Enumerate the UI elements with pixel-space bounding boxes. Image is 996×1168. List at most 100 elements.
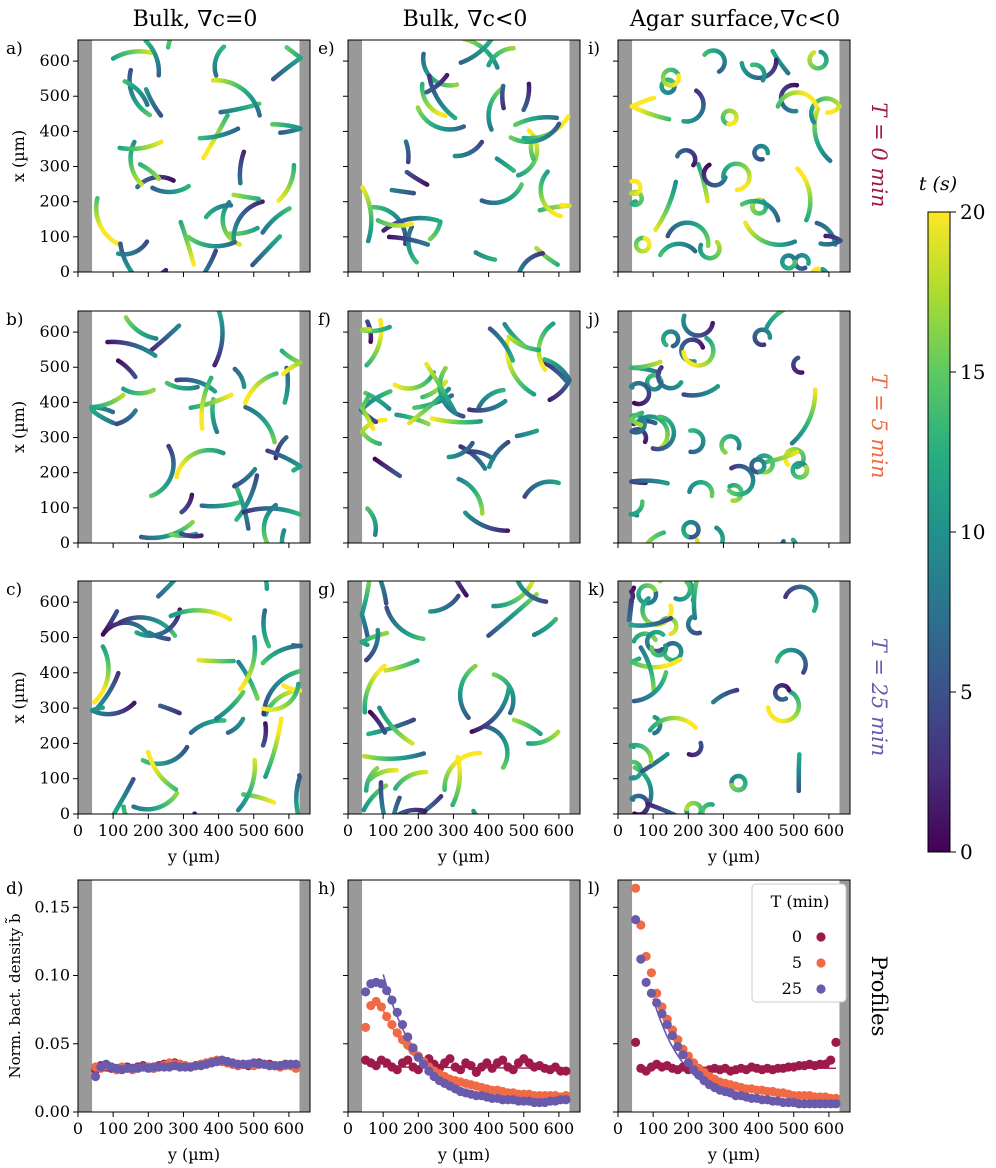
trajectory-point — [143, 40, 149, 44]
trajectory-point — [191, 286, 196, 291]
trajectory-point — [765, 150, 771, 156]
trajectory-point — [185, 234, 191, 240]
trajectory-point — [652, 420, 658, 426]
trajectory-point — [144, 284, 149, 289]
trajectory-point — [189, 288, 194, 293]
wall — [618, 311, 633, 543]
trajectory-point — [132, 273, 137, 278]
trajectory-point — [137, 279, 142, 284]
trajectory-point — [825, 279, 830, 284]
trajectory-point — [809, 275, 814, 280]
trajectory-point — [500, 83, 506, 89]
column-title: Agar surface,∇c<0 — [629, 7, 840, 32]
trajectory-point — [825, 277, 830, 282]
trajectory-point — [516, 275, 521, 280]
trajectory-point — [424, 361, 429, 367]
trajectory-point — [516, 286, 521, 291]
trajectory-point — [825, 110, 830, 115]
trajectory-point — [515, 279, 520, 284]
trajectory-point — [168, 531, 174, 537]
trajectory-point — [823, 281, 828, 286]
trajectory-point — [147, 279, 152, 284]
y-tick-label: 400 — [39, 392, 70, 411]
trajectory-point — [809, 272, 814, 277]
trajectory-point — [200, 274, 205, 279]
trajectory-point — [195, 281, 200, 286]
trajectory-point — [281, 552, 286, 557]
trajectory-point — [515, 276, 520, 281]
trajectory-point — [424, 89, 429, 95]
trajectory-point — [454, 82, 460, 87]
trajectory-point — [241, 384, 247, 390]
trajectory-point — [121, 392, 126, 398]
trajectories — [89, 306, 303, 557]
trajectory-point — [821, 282, 826, 287]
trajectory-point — [510, 358, 516, 363]
trajectory-point — [743, 220, 748, 226]
wall — [569, 40, 580, 272]
trajectory-point — [363, 390, 368, 396]
trajectory-point — [145, 280, 150, 285]
wall — [618, 40, 633, 272]
trajectory-point — [176, 323, 182, 329]
trajectory-point — [216, 306, 221, 311]
trajectory-point — [199, 426, 205, 431]
trajectory-point — [367, 327, 372, 332]
trajectory-point — [382, 417, 388, 423]
y-tick-label: 100 — [39, 498, 70, 517]
trajectory-point — [179, 509, 184, 515]
colorbar-gradient — [927, 211, 951, 853]
trajectory-point — [144, 281, 149, 286]
plot-frame — [77, 39, 311, 273]
trajectory-point — [186, 291, 191, 296]
trajectory-point — [229, 392, 234, 398]
y-tick-label: 0 — [60, 262, 70, 281]
trajectory-point — [412, 405, 417, 411]
trajectory-point — [492, 257, 498, 262]
trajectory-point — [770, 48, 776, 54]
trajectory-point — [196, 280, 201, 285]
trajectory-point — [370, 426, 376, 432]
trajectory-point — [809, 274, 814, 279]
trajectory-point — [819, 283, 824, 288]
trajectory-point — [463, 510, 468, 516]
trajectory-point — [406, 420, 412, 426]
trajectory-point — [726, 121, 731, 127]
trajectory-point — [280, 544, 285, 549]
wall — [78, 311, 93, 543]
trajectory-point — [482, 466, 488, 471]
trajectory-point — [714, 239, 720, 245]
trajectory-point — [642, 236, 648, 241]
trajectory-point — [279, 540, 285, 543]
trajectory-point — [210, 78, 216, 83]
trajectory-point — [651, 95, 657, 101]
trajectory-point — [676, 73, 681, 78]
trajectory-point — [287, 206, 292, 211]
trajectory-point — [277, 234, 283, 239]
y-tick-label: 500 — [39, 86, 70, 105]
colorbar-tick-label: 20 — [960, 200, 985, 224]
trajectory-point — [135, 276, 140, 281]
trajectory-point — [429, 416, 435, 421]
trajectory-point — [280, 545, 285, 550]
trajectory-point — [427, 236, 433, 242]
trajectory-point — [191, 262, 197, 267]
trajectory-point — [542, 367, 548, 373]
trajectory-point — [425, 242, 431, 247]
trajectory-point — [663, 342, 669, 348]
trajectory-point — [389, 187, 395, 193]
wall — [348, 40, 363, 272]
trajectory-point — [404, 169, 410, 175]
trajectory-point — [156, 274, 161, 279]
trajectory-point — [270, 122, 275, 127]
trajectory-point — [518, 293, 523, 298]
trajectory-point — [443, 365, 448, 371]
plot-frame — [347, 310, 581, 544]
trajectory-point — [826, 276, 831, 281]
trajectory-point — [515, 281, 520, 286]
trajectory-point — [155, 274, 160, 279]
trajectory-point — [139, 280, 144, 285]
trajectory-point — [388, 389, 393, 394]
trajectory-point — [276, 198, 282, 203]
y-axis-label: x (µm) — [9, 401, 28, 453]
